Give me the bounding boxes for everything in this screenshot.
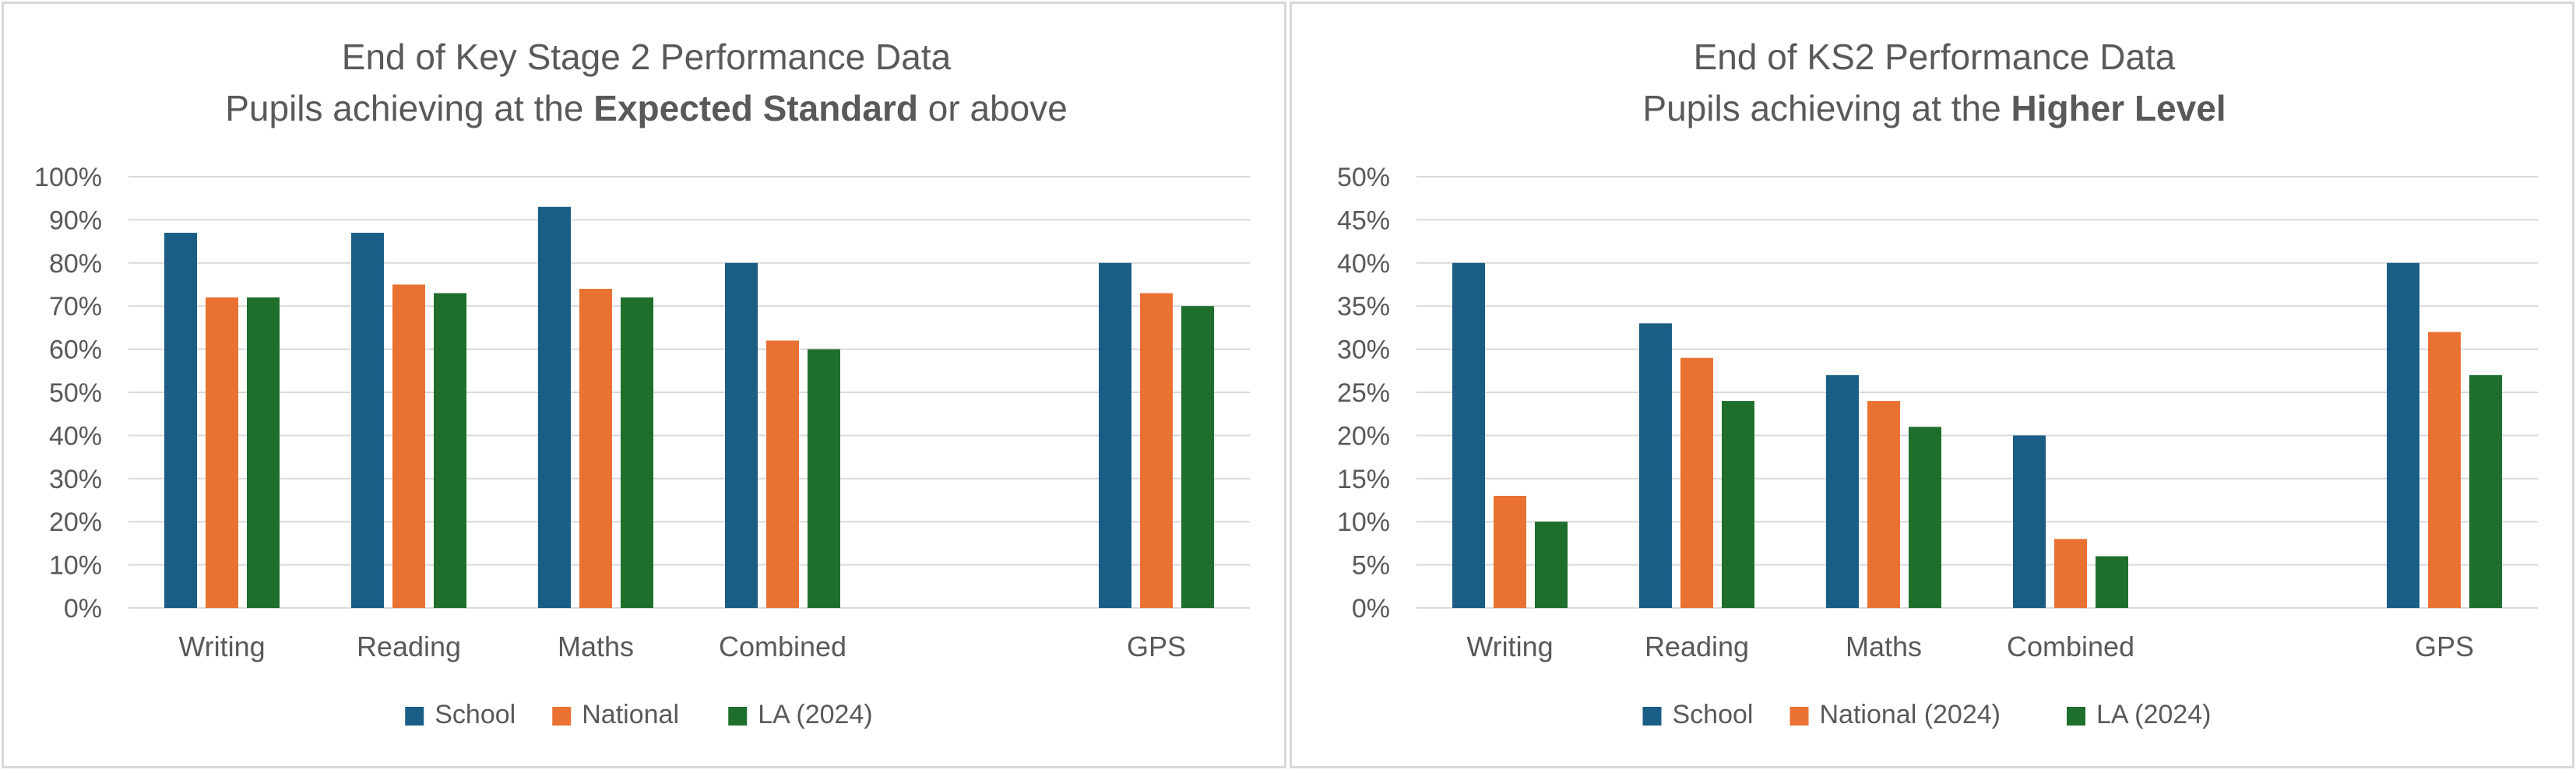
bar-national <box>579 289 612 608</box>
legend-swatch <box>2067 707 2085 726</box>
x-category-label: Maths <box>558 631 634 662</box>
bar-national-2024 <box>1680 357 1713 608</box>
y-tick-label: 10% <box>1337 508 1390 537</box>
bar-la-2024 <box>621 297 653 608</box>
x-category-label: Maths <box>1846 631 1922 662</box>
legend-swatch <box>1789 707 1809 726</box>
x-category-label: Reading <box>1645 631 1749 662</box>
bar-la-2024 <box>2469 374 2502 608</box>
y-tick-label: 50% <box>1337 163 1390 192</box>
bar-la-2024 <box>434 293 466 608</box>
y-tick-label: 40% <box>49 421 102 451</box>
legend-swatch <box>552 707 572 726</box>
bar-school <box>351 233 384 608</box>
y-tick-label: 90% <box>49 206 102 235</box>
x-category-label: Combined <box>719 631 846 662</box>
y-tick-label: 5% <box>1352 551 1390 581</box>
legend-swatch <box>405 707 424 726</box>
chart-expected-standard: End of Key Stage 2 Performance Data Pupi… <box>34 37 1250 729</box>
bar-school <box>1639 323 1672 608</box>
bar-school <box>538 206 571 608</box>
bar-school <box>2013 435 2046 608</box>
chart-title-line2: Pupils achieving at the Expected Standar… <box>225 88 1068 128</box>
y-tick-label: 45% <box>1337 206 1390 235</box>
bar-la-2024 <box>1181 306 1214 608</box>
legend-swatch <box>728 707 748 726</box>
bar-national-2024 <box>2054 539 2087 608</box>
legend-label: LA (2024) <box>2096 700 2211 729</box>
bar-national-2024 <box>1494 495 1526 608</box>
bar-school <box>1452 262 1485 608</box>
bar-la-2024 <box>1535 522 1568 608</box>
bar-national-2024 <box>1867 401 1900 608</box>
y-tick-label: 25% <box>1337 378 1390 408</box>
x-category-label: Writing <box>1466 631 1553 662</box>
bar-la-2024 <box>1909 427 1941 608</box>
bar-school <box>1099 262 1131 608</box>
bar-national-2024 <box>2428 332 2461 608</box>
x-category-label: GPS <box>2415 631 2474 662</box>
chart-panel-higher-level: End of KS2 Performance Data Pupils achie… <box>1290 2 2574 768</box>
bar-school <box>1826 374 1859 608</box>
legend-label: School <box>1673 700 1754 729</box>
bar-national <box>206 297 238 608</box>
bar-la-2024 <box>2096 556 2128 608</box>
chart-title-line1: End of KS2 Performance Data <box>1694 37 2176 77</box>
x-category-label: Combined <box>2007 631 2134 662</box>
legend-label: LA (2024) <box>758 700 872 729</box>
y-tick-label: 30% <box>1337 336 1390 365</box>
y-tick-label: 15% <box>1337 465 1390 494</box>
bar-school <box>725 262 758 608</box>
bar-national <box>1140 293 1173 608</box>
legend-label: National (2024) <box>1820 700 2001 729</box>
y-tick-label: 100% <box>34 163 102 192</box>
x-category-label: GPS <box>1127 631 1186 662</box>
y-tick-label: 20% <box>49 508 102 537</box>
bar-la-2024 <box>808 349 840 608</box>
legend-label: National <box>582 700 679 729</box>
bar-school <box>2387 262 2419 608</box>
y-tick-label: 35% <box>1337 292 1390 321</box>
y-tick-label: 40% <box>1337 249 1390 279</box>
y-tick-label: 60% <box>49 336 102 365</box>
chart-panel-expected-standard: End of Key Stage 2 Performance Data Pupi… <box>2 2 1286 768</box>
x-category-label: Writing <box>178 631 265 662</box>
y-tick-label: 70% <box>49 292 102 321</box>
y-tick-label: 80% <box>49 249 102 279</box>
legend-swatch <box>1642 707 1662 726</box>
chart-title-line2: Pupils achieving at the Higher Level <box>1642 88 2226 128</box>
legend-label: School <box>435 700 516 729</box>
x-category-label: Reading <box>357 631 461 662</box>
y-tick-label: 0% <box>1352 594 1390 624</box>
bar-national <box>766 340 799 608</box>
chart-title-line1: End of Key Stage 2 Performance Data <box>342 37 952 77</box>
y-tick-label: 0% <box>64 594 102 624</box>
y-tick-label: 10% <box>49 551 102 581</box>
bar-la-2024 <box>1722 401 1754 608</box>
y-tick-label: 30% <box>49 465 102 494</box>
chart-higher-level: End of KS2 Performance Data Pupils achie… <box>1337 37 2538 729</box>
y-tick-label: 20% <box>1337 421 1390 451</box>
bar-school <box>164 233 197 608</box>
bar-la-2024 <box>247 297 280 608</box>
bar-national <box>392 284 425 608</box>
y-tick-label: 50% <box>49 378 102 408</box>
